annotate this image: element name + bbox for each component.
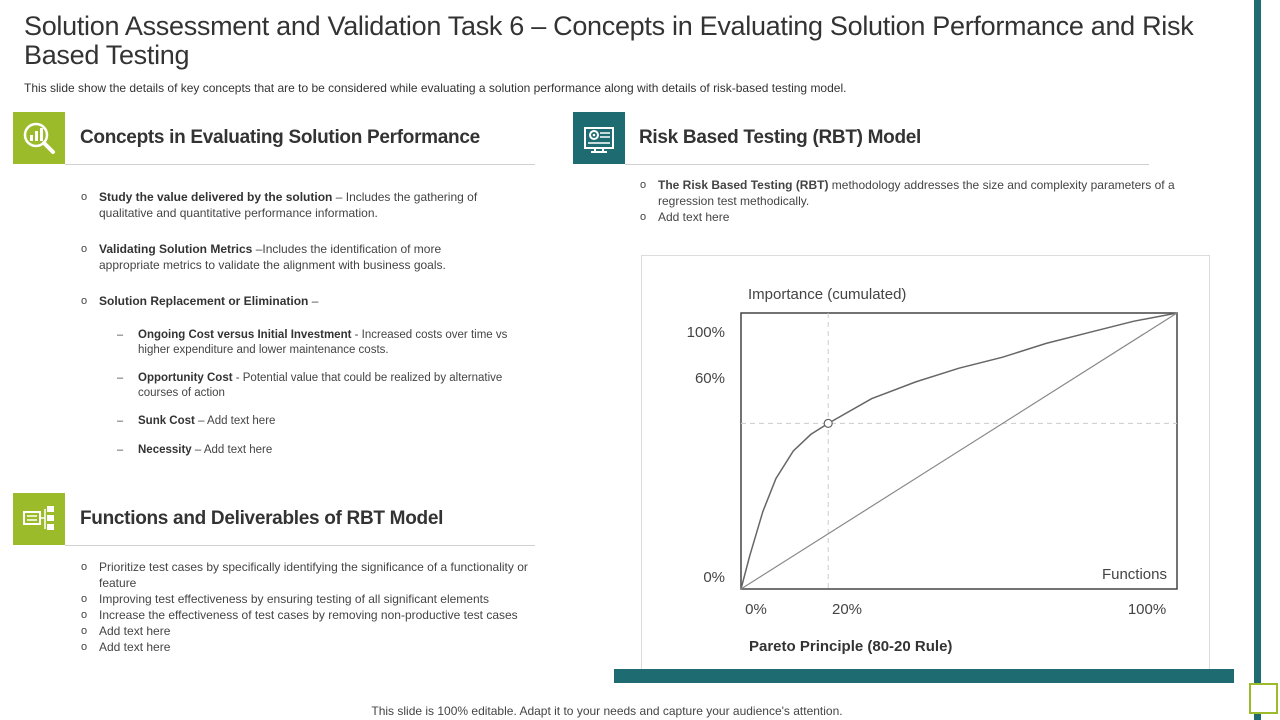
list-item: o Validating Solution Metrics –Includes t… (81, 242, 446, 272)
concepts-header: Concepts in Evaluating Solution Performa… (13, 112, 535, 166)
list-item: o Prioritize test cases by specifically i… (81, 560, 528, 590)
list-item: o Add text here (640, 210, 730, 224)
right-accent-bar (1254, 0, 1261, 720)
chart-base-bar (614, 669, 1234, 683)
list-item: o Increase the effectiveness of test case… (81, 608, 518, 622)
rbt-heading: Risk Based Testing (RBT) Model (639, 127, 922, 148)
concepts-heading: Concepts in Evaluating Solution Performa… (80, 127, 480, 148)
list-item: o The Risk Based Testing (RBT) methodolog… (640, 178, 1175, 208)
divider (65, 164, 535, 165)
rbt-list: o The Risk Based Testing (RBT) methodolog… (640, 177, 1225, 225)
divider (625, 164, 1149, 165)
magnifier-chart-icon (13, 112, 65, 164)
list-item: – Opportunity Cost - Potential value that… (117, 372, 503, 399)
footer-note: This slide is 100% editable. Adapt it to… (371, 704, 843, 718)
divider (65, 545, 535, 546)
list-item: o Add text here (81, 640, 171, 654)
slide-title: Solution Assessment and Validation Task … (24, 11, 1194, 70)
monitor-gear-icon (573, 112, 625, 164)
corner-box (1249, 683, 1278, 714)
functions-header: Functions and Deliverables of RBT Model (13, 493, 535, 547)
list-item: o Solution Replacement or Elimination – (81, 294, 319, 308)
rbt-header: Risk Based Testing (RBT) Model (573, 112, 1153, 166)
list-item: o Add text here (81, 624, 171, 638)
functions-list: o Prioritize test cases by specifically i… (81, 559, 531, 655)
list-item: o Study the value delivered by the soluti… (81, 190, 478, 220)
list-item: – Necessity – Add text here (117, 444, 273, 456)
list-item: – Sunk Cost – Add text here (117, 415, 276, 427)
network-server-icon (13, 493, 65, 545)
list-item: o Improving test effectiveness by ensurin… (81, 592, 489, 606)
chart-frame (641, 255, 1210, 671)
list-item: – Ongoing Cost versus Initial Investment … (117, 329, 508, 356)
slide-subtitle: This slide show the details of key conce… (24, 81, 847, 95)
functions-heading: Functions and Deliverables of RBT Model (80, 508, 444, 529)
